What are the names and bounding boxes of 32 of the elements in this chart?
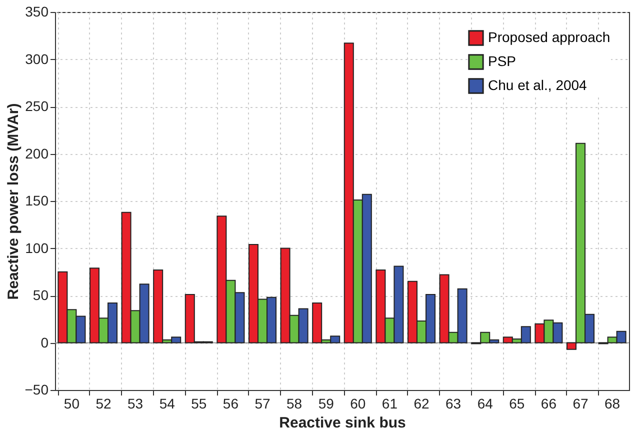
- y-tick-label: 150: [25, 192, 49, 208]
- x-tick-label: 61: [382, 396, 398, 412]
- legend-label: Chu et al., 2004: [488, 77, 588, 93]
- y-tick-label: 0: [40, 334, 49, 350]
- x-tick-label: 52: [96, 396, 112, 412]
- y-tick-label: 250: [25, 98, 49, 114]
- x-tick-label: 60: [350, 396, 366, 412]
- legend-label: Proposed approach: [488, 29, 610, 45]
- x-tick-label: 58: [286, 396, 302, 412]
- y-tick-label: 350: [25, 4, 49, 20]
- x-tick-label: 65: [509, 396, 525, 412]
- x-tick-label: 55: [191, 396, 207, 412]
- x-tick-label: 63: [446, 396, 462, 412]
- x-tick-label: 67: [572, 396, 588, 412]
- x-tick-label: 64: [477, 396, 494, 412]
- y-tick-label: −50: [24, 382, 49, 398]
- x-tick-label: 59: [318, 396, 334, 412]
- x-tick-label: 54: [159, 396, 176, 412]
- x-tick-label: 57: [254, 396, 270, 412]
- y-tick-label: 300: [25, 50, 49, 67]
- y-tick-label: 50: [32, 287, 49, 303]
- y-tick-label: 100: [25, 240, 49, 256]
- x-axis-title: Reactive sink bus: [279, 414, 406, 432]
- x-tick-label: 56: [222, 396, 239, 412]
- x-tick-label: 53: [128, 396, 144, 412]
- y-tick-label: 200: [25, 145, 49, 162]
- x-tick-label: 68: [604, 396, 620, 412]
- x-tick-label: 66: [540, 396, 557, 412]
- x-tick-label: 50: [64, 396, 80, 412]
- legend-label: PSP: [488, 53, 516, 69]
- y-axis-title: Reactive power loss (MVAr): [4, 103, 22, 300]
- x-tick-label: 62: [414, 396, 430, 412]
